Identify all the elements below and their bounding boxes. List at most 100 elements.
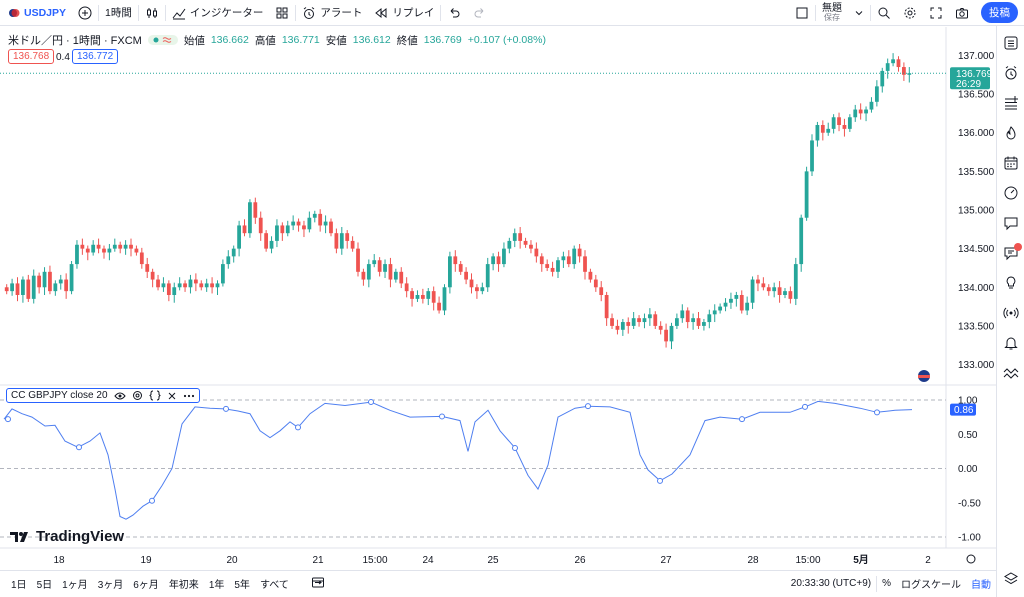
indicator-tick-label: -1.00	[958, 533, 981, 544]
candle-body	[464, 271, 468, 280]
hotlists-button[interactable]	[997, 118, 1024, 148]
candle-body	[696, 318, 701, 326]
percent-scale-button[interactable]: %	[882, 578, 891, 589]
alerts-button[interactable]	[997, 58, 1024, 88]
high-value: 136.771	[281, 34, 320, 46]
candle-body	[134, 248, 139, 253]
ideas-button[interactable]	[997, 208, 1024, 238]
sell-price-button[interactable]: 136.768	[8, 49, 55, 64]
candle-body	[237, 225, 241, 249]
layers-button[interactable]	[997, 564, 1024, 594]
undo-button[interactable]	[441, 0, 467, 26]
candle-body	[15, 283, 20, 295]
fullscreen-toggle[interactable]	[789, 0, 815, 26]
candle-body	[702, 322, 706, 326]
news-button[interactable]	[997, 178, 1024, 208]
range-button[interactable]: 1年	[208, 580, 225, 591]
candle-body	[118, 244, 123, 249]
watchlist-button[interactable]	[997, 28, 1024, 58]
indicator-value-label: 0.86	[954, 405, 974, 416]
candle-body	[323, 221, 328, 226]
candle-body	[853, 109, 858, 118]
clock-time[interactable]: 20:33:30 (UTC+9)	[790, 578, 872, 589]
eye-icon[interactable]	[113, 391, 126, 401]
range-button[interactable]: 3ヶ月	[97, 580, 124, 591]
range-button[interactable]: 6ヶ月	[133, 580, 159, 591]
chevron-down-icon	[854, 8, 864, 18]
candle-body	[26, 279, 31, 299]
buy-price-button[interactable]: 136.772	[72, 49, 119, 64]
fullscreen-button[interactable]	[923, 0, 949, 26]
candle-body	[566, 256, 571, 265]
candle-body	[745, 302, 750, 311]
alarm-clock-icon	[1003, 65, 1019, 81]
streams-button[interactable]	[997, 298, 1024, 328]
interval-button[interactable]: 1時間	[99, 0, 138, 26]
candle-body	[680, 310, 685, 319]
range-button[interactable]: 5日	[36, 580, 53, 591]
candle-body	[221, 264, 225, 284]
calendar-button[interactable]	[997, 148, 1024, 178]
post-button[interactable]: 投稿	[981, 2, 1018, 23]
range-button[interactable]: すべて	[259, 580, 289, 591]
replay-button[interactable]: リプレイ	[368, 0, 440, 26]
candle-body	[437, 302, 441, 311]
close-icon[interactable]	[167, 391, 177, 401]
market-status-icon[interactable]	[147, 35, 178, 45]
watermark-text: TradingView	[36, 528, 125, 545]
toolbar-divider	[164, 4, 166, 21]
compare-button[interactable]	[72, 0, 98, 26]
price-chart[interactable]: 137.000 136.500 136.000 135.500 135.000 134.5…	[0, 27, 996, 568]
bell-icon	[1003, 335, 1019, 351]
candle-body	[793, 264, 798, 299]
candle-body	[772, 287, 777, 292]
candle-body	[831, 117, 836, 129]
range-button[interactable]: 1ヶ月	[62, 580, 88, 591]
symbol-search[interactable]: USDJPY	[0, 0, 72, 26]
indicators-button[interactable]: インジケーター	[166, 0, 270, 26]
layout-name-button[interactable]: 無題 保存	[816, 0, 848, 26]
tradingview-watermark[interactable]: TradingView	[10, 528, 124, 545]
source-code-icon[interactable]	[148, 390, 161, 401]
candle-body	[712, 310, 717, 315]
goto-date-button[interactable]	[306, 575, 330, 592]
candle-body	[518, 233, 523, 241]
candle-body	[285, 225, 290, 234]
layouts-button[interactable]	[269, 0, 295, 26]
range-button[interactable]: 1日	[11, 580, 27, 591]
candle-body	[64, 279, 69, 292]
indicator-legend[interactable]: CC GBPJPY close 20	[6, 388, 200, 403]
data-window-button[interactable]	[997, 88, 1024, 118]
candle-body	[172, 287, 177, 295]
alert-button[interactable]: アラート	[296, 0, 368, 26]
notifications-button[interactable]	[997, 238, 1024, 268]
candle-body	[891, 59, 895, 64]
more-icon[interactable]	[183, 391, 195, 401]
settings-button[interactable]	[897, 0, 923, 26]
log-scale-button[interactable]: ログスケール	[901, 580, 961, 591]
gear-icon	[903, 6, 917, 20]
indicators-label: インジケーター	[189, 7, 264, 19]
candle-body	[691, 318, 695, 323]
range-button[interactable]: 5年	[234, 580, 250, 591]
cc-marker	[657, 477, 663, 484]
candle-body	[620, 322, 625, 330]
candle-body	[269, 240, 274, 249]
cc-marker	[512, 444, 518, 451]
indicator-tick-label: 0.50	[958, 430, 978, 441]
candle-body	[361, 271, 366, 280]
bell-button[interactable]	[997, 328, 1024, 358]
pine-button[interactable]	[997, 358, 1024, 388]
search-button[interactable]	[871, 0, 897, 26]
auto-scale-button[interactable]: 自動	[971, 580, 991, 591]
settings-icon[interactable]	[132, 390, 143, 401]
lightbulb-icon	[1003, 275, 1019, 291]
redo-button[interactable]	[467, 0, 493, 26]
lightbulb-button[interactable]	[997, 268, 1024, 298]
range-button[interactable]: 年初来	[168, 580, 199, 591]
snapshot-button[interactable]	[949, 0, 975, 26]
candle-body	[166, 283, 171, 295]
layout-menu-button[interactable]	[848, 0, 870, 26]
chart-type-button[interactable]	[139, 0, 165, 26]
candle-body	[275, 225, 279, 241]
